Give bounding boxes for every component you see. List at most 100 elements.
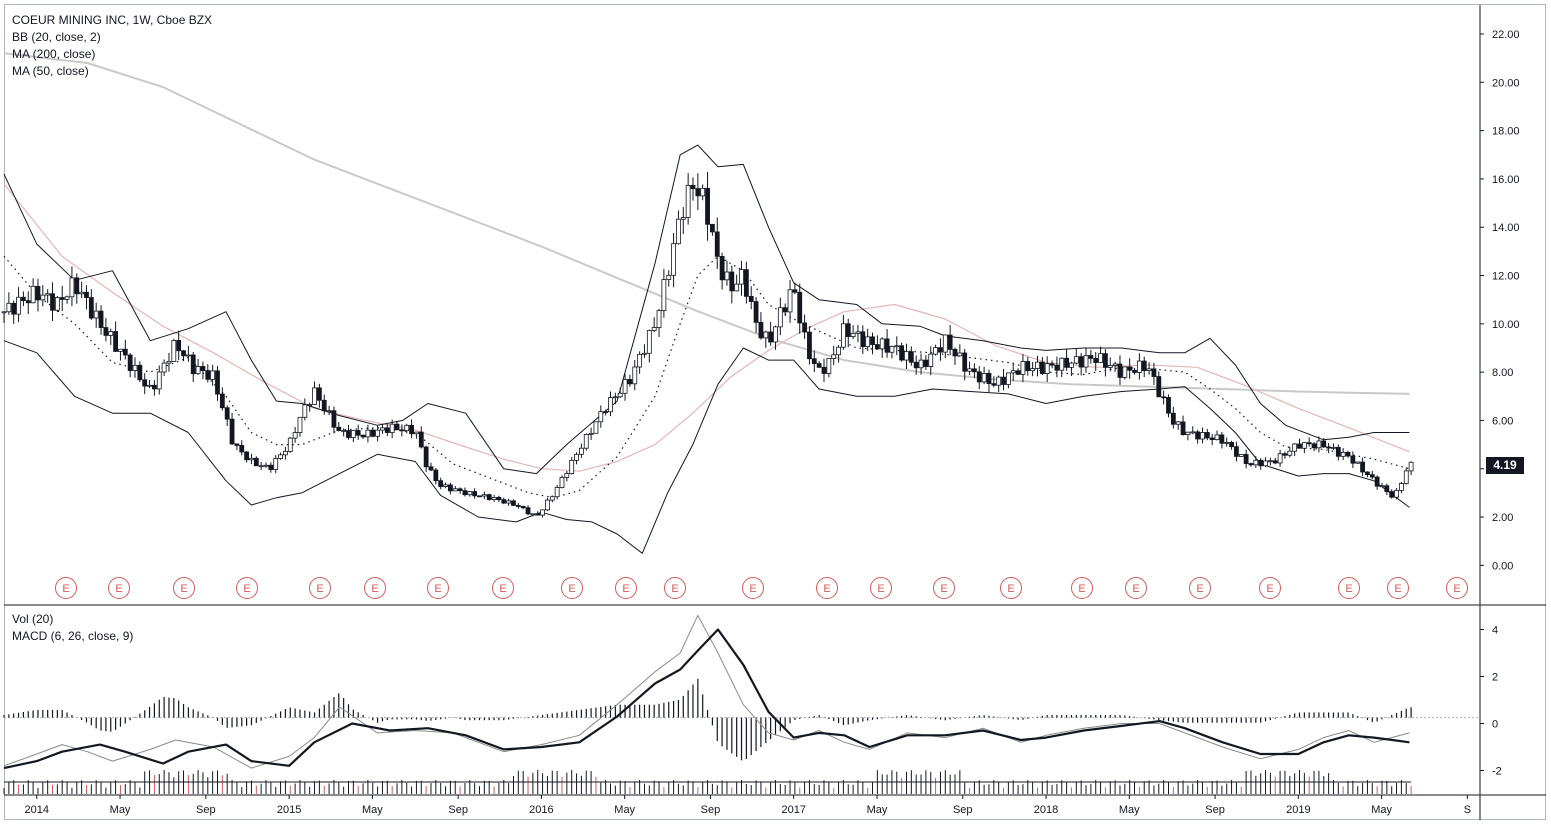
earnings-marker-icon[interactable]: E [561, 577, 583, 599]
x-tick-label: Sep [701, 804, 721, 816]
x-tick-label: 2017 [781, 804, 805, 816]
candle-body [152, 384, 157, 390]
candle-body [1064, 357, 1070, 368]
earnings-marker-icon[interactable]: E [173, 577, 195, 599]
candle-body [1379, 485, 1385, 488]
candle-body [1204, 432, 1210, 439]
earnings-marker-icon[interactable]: E [933, 577, 955, 599]
candle-body [433, 469, 439, 482]
legend-bb[interactable]: BB (20, close, 2) [12, 30, 101, 44]
earnings-marker-icon[interactable]: E [108, 577, 130, 599]
candle-body [1374, 476, 1380, 487]
earnings-marker-icon[interactable]: E [1189, 577, 1211, 599]
candle-body [1384, 485, 1390, 492]
legend-macd[interactable]: MACD (6, 26, close, 9) [12, 629, 134, 643]
earnings-marker-icon[interactable]: E [236, 577, 258, 599]
candle-body [273, 458, 279, 470]
candle-body [612, 396, 618, 399]
candle-body [588, 432, 594, 435]
candle-body [98, 310, 104, 328]
candle-body [569, 459, 575, 474]
candle-body [511, 500, 516, 506]
chart-frame [4, 4, 1546, 820]
candle-body [1083, 355, 1089, 368]
candle-body [889, 345, 895, 353]
candle-body [438, 480, 444, 487]
x-tick-label: Sep [953, 804, 973, 816]
earnings-marker-icon[interactable]: E [1259, 577, 1281, 599]
earnings-marker-icon[interactable]: E [364, 577, 386, 599]
earnings-marker-icon[interactable]: E [492, 577, 514, 599]
candle-body [360, 434, 366, 438]
candle-body [748, 295, 754, 302]
candle-body [1117, 363, 1123, 378]
y-tick-label: 18.00 [1492, 126, 1520, 138]
candle-body [802, 322, 807, 333]
earnings-marker-icon[interactable]: E [742, 577, 764, 599]
macd-y-tick-label: 4 [1492, 625, 1498, 637]
candle-body [1059, 357, 1065, 371]
candle-body [821, 366, 827, 374]
candle-body [942, 334, 948, 353]
candle-body [957, 352, 963, 357]
candle-body [666, 274, 672, 281]
earnings-marker-icon[interactable]: E [1071, 577, 1093, 599]
legend-ma50[interactable]: MA (50, close) [12, 64, 89, 78]
legend-symbol[interactable]: COEUR MINING INC, 1W, Cboe BZX [12, 13, 213, 27]
candle-body [224, 407, 230, 420]
candle-body [646, 330, 652, 354]
candle-body [491, 497, 497, 500]
earnings-marker-icon[interactable]: E [664, 577, 686, 599]
macd-volume-pane[interactable] [3, 614, 1480, 794]
candle-body [1093, 357, 1099, 363]
earnings-marker-icon[interactable]: E [427, 577, 449, 599]
earnings-marker-icon[interactable]: E [55, 577, 77, 599]
candle-body [200, 366, 206, 371]
macd-y-tick-label: 2 [1492, 672, 1498, 684]
earnings-marker-icon[interactable]: E [1446, 577, 1468, 599]
legend-vol[interactable]: Vol (20) [12, 612, 54, 626]
candle-body [1151, 368, 1157, 377]
x-tick-label: May [1371, 804, 1392, 816]
candle-body [69, 277, 75, 298]
x-tick-label: May [362, 804, 383, 816]
candle-body [399, 429, 405, 432]
candle-body [210, 370, 216, 380]
earnings-marker-icon[interactable]: E [870, 577, 892, 599]
candle-body [1224, 441, 1230, 444]
main-price-pane[interactable] [1, 52, 1414, 554]
candle-body [244, 451, 250, 461]
candle-body [331, 410, 337, 428]
candle-body [1282, 453, 1288, 456]
candle-body [884, 338, 890, 353]
candle-body [627, 379, 633, 385]
candle-body [418, 431, 424, 448]
candle-body [16, 296, 21, 315]
candle-body [132, 364, 138, 371]
candle-body [486, 494, 492, 500]
candle-body [520, 506, 526, 509]
candle-body [336, 426, 342, 431]
earnings-marker-icon[interactable]: E [816, 577, 838, 599]
earnings-marker-icon[interactable]: E [1125, 577, 1147, 599]
candle-body [1365, 471, 1370, 476]
earnings-marker-icon[interactable]: E [1000, 577, 1022, 599]
earnings-marker-icon[interactable]: E [1387, 577, 1409, 599]
candle-body [1190, 431, 1196, 434]
candle-body [656, 310, 662, 328]
earnings-marker-icon[interactable]: E [309, 577, 331, 599]
candle-body [549, 496, 555, 501]
candle-body [1025, 361, 1031, 372]
candle-body [622, 379, 628, 394]
candle-body [637, 353, 643, 368]
earnings-marker-icon[interactable]: E [615, 577, 637, 599]
candle-body [88, 297, 94, 319]
candle-body [1326, 446, 1332, 449]
candle-body [1122, 366, 1128, 378]
candle-body [1340, 451, 1346, 457]
candle-body [137, 364, 143, 381]
x-tick-label: May [614, 804, 635, 816]
earnings-marker-icon[interactable]: E [1338, 577, 1360, 599]
legend-ma200[interactable]: MA (200, close) [12, 47, 96, 61]
